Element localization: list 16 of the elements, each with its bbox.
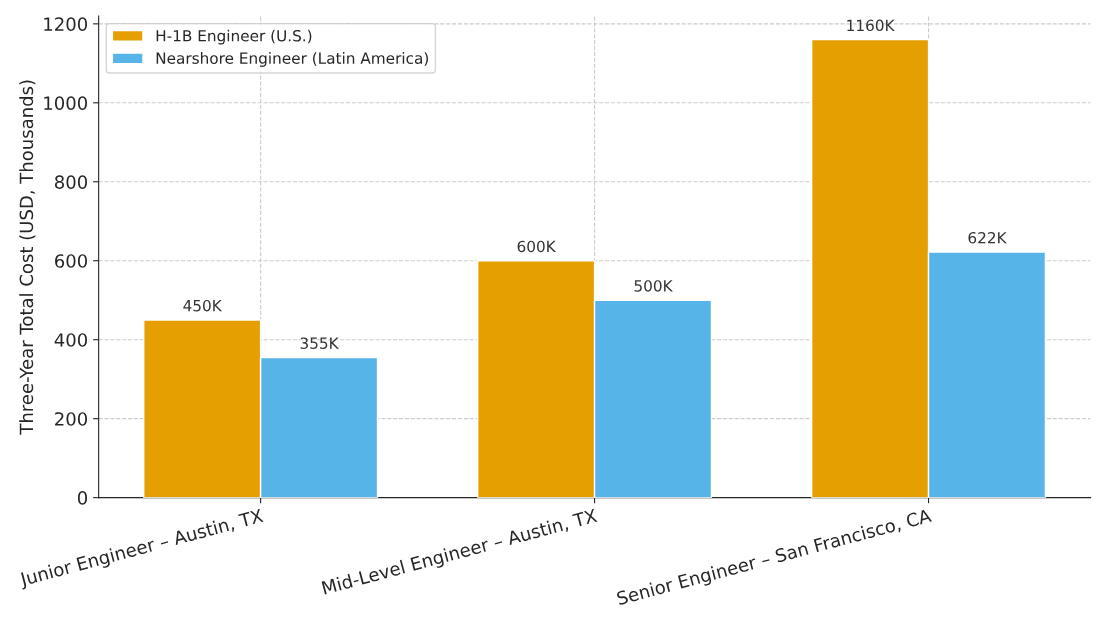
data-label: 500K bbox=[634, 280, 673, 292]
data-label: 355K bbox=[300, 337, 339, 349]
data-label: 1160K bbox=[847, 19, 895, 32]
legend-label: Nearshore Engineer (Latin America) bbox=[156, 52, 428, 67]
y-tick-label: 1000 bbox=[44, 96, 88, 110]
data-label: 450K bbox=[183, 299, 223, 312]
y-axis-title: Three-Year Total Cost (USD, Thousands) bbox=[19, 80, 36, 435]
y-tick-label: 200 bbox=[55, 412, 88, 426]
data-label: 600K bbox=[517, 240, 557, 253]
y-tick-label: 1200 bbox=[44, 17, 88, 31]
y-tick-label: 800 bbox=[54, 175, 88, 189]
y-tick-label: 600 bbox=[55, 254, 88, 268]
y-tick-label: 0 bbox=[77, 491, 88, 505]
data-label: 622K bbox=[968, 231, 1007, 244]
legend-label: H-1B Engineer (U.S.) bbox=[156, 29, 312, 45]
y-tick-label: 400 bbox=[54, 333, 88, 347]
